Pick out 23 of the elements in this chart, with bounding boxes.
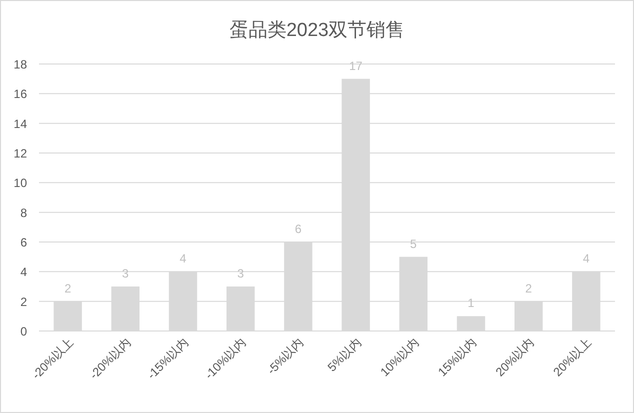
data-label: 3	[122, 266, 130, 280]
y-tick-label: 16	[14, 87, 28, 102]
x-tick-label: -5%以内	[264, 335, 306, 378]
y-tick-label: 10	[14, 176, 28, 190]
y-tick-label: 6	[20, 236, 28, 250]
data-label: 2	[64, 281, 72, 296]
chart-title: 蛋品类2023双节销售	[229, 20, 405, 41]
data-label: 1	[468, 296, 475, 310]
y-tick-label: 12	[14, 146, 28, 160]
y-tick-label: 4	[20, 265, 28, 280]
data-label: 3	[237, 266, 244, 280]
y-tick-label: 14	[14, 116, 28, 131]
x-tick-label: 5%以内	[324, 335, 364, 374]
data-label: 4	[180, 252, 187, 266]
data-label: 2	[525, 281, 532, 296]
data-label: 4	[582, 252, 590, 266]
data-label: 5	[410, 236, 418, 251]
data-label: 17	[349, 58, 363, 73]
y-tick-label: 8	[20, 206, 28, 220]
y-tick-label: 18	[14, 58, 28, 72]
y-tick-label: 2	[20, 294, 28, 309]
data-label: 6	[294, 222, 302, 236]
y-tick-label: 0	[20, 324, 28, 338]
